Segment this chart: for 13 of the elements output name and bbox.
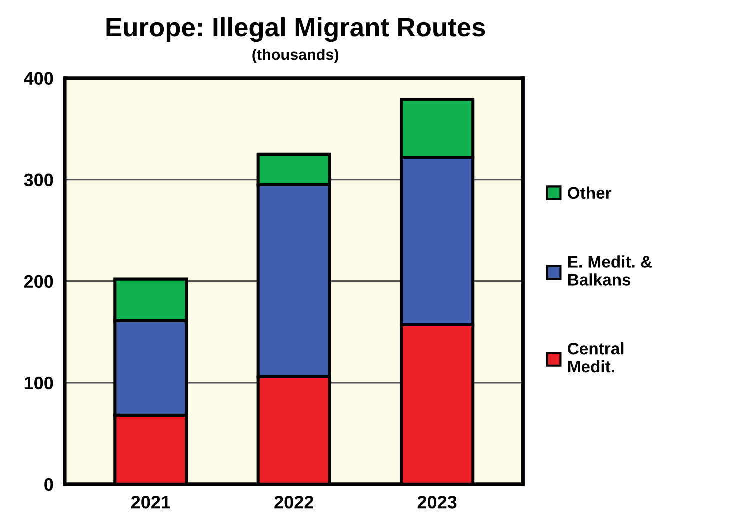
legend-label: E. Medit. & Balkans [568,256,652,286]
chart-title: Europe: Illegal Migrant Routes [106,17,486,42]
x-tick-label: 2023 [418,496,457,509]
x-tick-label: 2021 [131,496,171,509]
y-tick-label: 0 [44,478,54,492]
legend-label: Central Medit. [568,342,624,373]
chart-subtitle: (thousands) [252,48,339,64]
legend-label: Other [568,186,612,200]
y-tick-label: 100 [24,376,54,390]
y-tick-label: 300 [24,174,54,187]
y-tick-label: 200 [24,275,54,288]
x-tick-label: 2022 [274,496,314,509]
y-tick-label: 400 [24,72,54,86]
